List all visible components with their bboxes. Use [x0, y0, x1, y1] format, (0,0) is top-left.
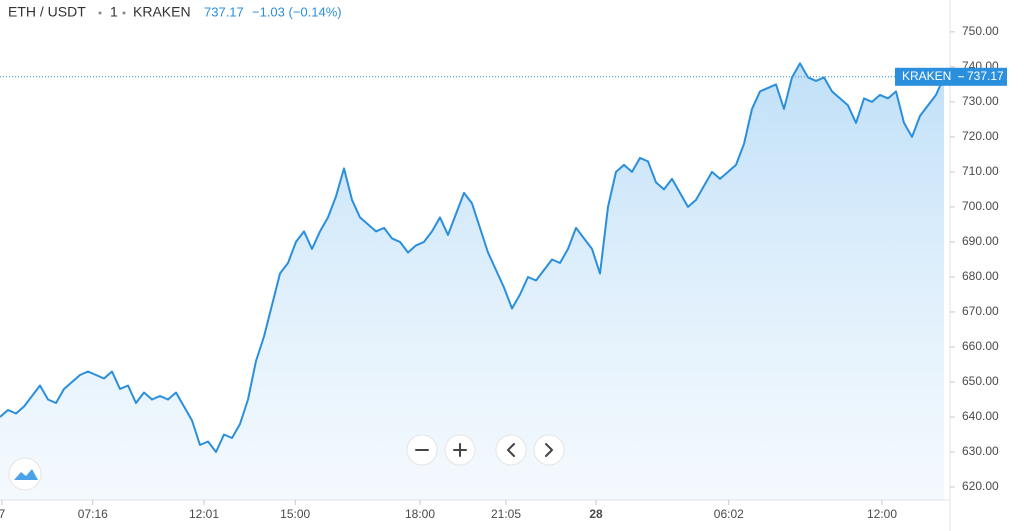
x-tick-label: 18:00 [405, 507, 435, 521]
change: −1.03 (−0.14%) [252, 4, 342, 19]
x-tick-label: 7 [0, 507, 6, 521]
price-line [0, 62, 945, 453]
price-label-box [895, 67, 1007, 86]
y-tick-label: 680.00 [962, 269, 999, 283]
x-tick-label: 07:16 [78, 507, 108, 521]
zoom-in-button[interactable] [444, 434, 476, 466]
x-tick-label: 21:05 [491, 507, 521, 521]
area [0, 63, 944, 501]
separator [98, 11, 102, 15]
y-tick-label: 620.00 [962, 479, 999, 493]
y-tick-label: 640.00 [962, 409, 999, 423]
y-tick-label: 710.00 [962, 164, 999, 178]
symbol: ETH / USDT [8, 4, 86, 20]
logo[interactable] [8, 457, 42, 491]
x-tick-label: 12:00 [867, 507, 897, 521]
plot-area [0, 62, 945, 501]
y-tick-label: 660.00 [962, 339, 999, 353]
x-tick-label: 15:00 [280, 507, 310, 521]
x-tick-label: 06:02 [714, 507, 744, 521]
y-tick-label: 700.00 [962, 199, 999, 213]
price-label-exchange: KRAKEN [902, 69, 951, 83]
interval: 1 [110, 4, 118, 20]
y-tick-label: 650.00 [962, 374, 999, 388]
scroll-left-button[interactable] [495, 434, 527, 466]
price-label-value: 737.17 [967, 69, 1004, 83]
exchange: KRAKEN [133, 4, 191, 20]
y-tick-label: 730.00 [962, 94, 999, 108]
y-tick-label: 630.00 [962, 444, 999, 458]
header: ETH / USDT 1 KRAKEN 737.17 −1.03 (−0.14%… [8, 4, 342, 20]
y-tick-label: 670.00 [962, 304, 999, 318]
last-price: 737.17 [204, 4, 244, 19]
x-tick-label: 12:01 [189, 507, 219, 521]
y-tick-label: 690.00 [962, 234, 999, 248]
y-tick-label: 720.00 [962, 129, 999, 143]
y-tick-label: 750.00 [962, 24, 999, 38]
separator [122, 11, 126, 15]
scroll-right-button[interactable] [533, 434, 565, 466]
zoom-out-button[interactable] [406, 434, 438, 466]
nav-buttons [406, 434, 565, 466]
x-tick-label: 28 [589, 507, 603, 521]
